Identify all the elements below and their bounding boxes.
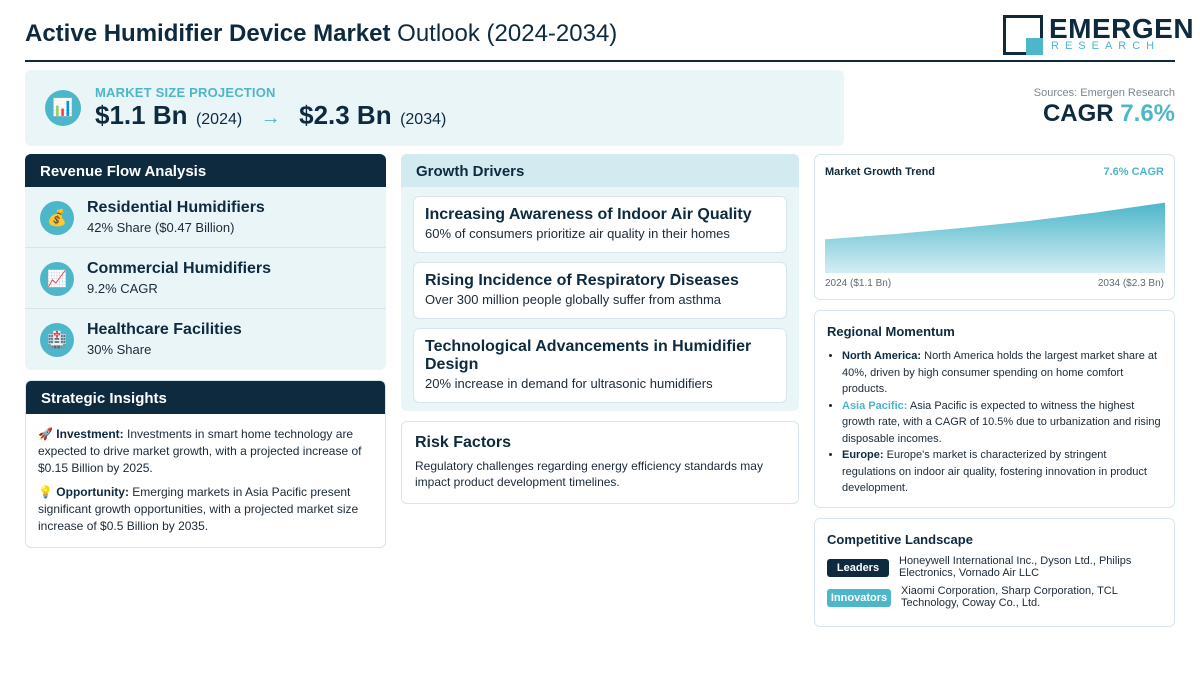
regional-momentum-card: Regional Momentum North America: North A… (814, 310, 1175, 508)
chart-start-label: 2024 ($1.1 Bn) (825, 278, 892, 289)
emergen-logo: EMERGEN RESEARCH (1003, 13, 1194, 56)
driver-sub: 20% increase in demand for ultrasonic hu… (425, 376, 713, 391)
region-text: Asia Pacific is expected to witness the … (842, 399, 1161, 445)
page-title: Active Humidifier Device Market Outlook … (25, 20, 617, 48)
region-list: North America: North America holds the l… (827, 348, 1162, 497)
market-size-panel: 📊 MARKET SIZE PROJECTION $1.1 Bn (2024) … (25, 70, 844, 146)
page-title-rest: Outlook (2024-2034) (397, 20, 618, 47)
insight-text: Emerging markets in Asia Pacific present… (38, 485, 359, 533)
insight-opportunity: 💡 Opportunity: Emerging markets in Asia … (38, 484, 373, 535)
region-item: North America: North America holds the l… (842, 348, 1162, 398)
growth-area-chart (825, 202, 1165, 273)
strategic-insights-body: 🚀 Investment: Investments in smart home … (26, 414, 385, 535)
revenue-item-title: Commercial Humidifiers (87, 260, 272, 277)
insight-investment: 🚀 Investment: Investments in smart home … (38, 426, 373, 477)
driver-sub: Over 300 million people globally suffer … (425, 292, 722, 307)
market-start-value: $1.1 Bn (95, 100, 188, 130)
money-bag-icon: 💰 (40, 201, 74, 235)
bar-chart-icon: 📊 (45, 90, 81, 126)
driver-sub: 60% of consumers prioritize air quality … (425, 226, 730, 241)
insight-text: Investments in smart home technology are… (38, 427, 362, 475)
region-text: North America holds the largest market s… (842, 350, 1158, 395)
strategic-insights-heading: Strategic Insights (26, 381, 385, 414)
innovators-list: Xiaomi Corporation, Sharp Corporation, T… (901, 585, 1118, 609)
revenue-flow-card: Revenue Flow Analysis 💰 Residential Humi… (25, 154, 386, 370)
market-size-label: MARKET SIZE PROJECTION (95, 85, 276, 100)
competitive-landscape-heading: Competitive Landscape (827, 532, 973, 547)
region-name: Asia Pacific: (842, 399, 908, 412)
logo-subtitle: RESEARCH (1051, 40, 1161, 52)
logo-name: EMERGEN (1049, 13, 1195, 44)
revenue-item: 💰 Residential Humidifiers 42% Share ($0.… (25, 187, 386, 248)
page-header: Active Humidifier Device Market Outlook … (25, 10, 1194, 62)
market-size-values: $1.1 Bn (2024) → $2.3 Bn (2034) (95, 100, 446, 131)
region-name: Europe: (842, 449, 884, 461)
region-text: Europe's market is characterized by stri… (842, 449, 1147, 494)
logo-mark-icon (1003, 15, 1043, 55)
arrow-right-icon: → (260, 107, 281, 129)
risk-factors-card: Risk Factors Regulatory challenges regar… (401, 421, 799, 504)
driver-title: Rising Incidence of Respiratory Diseases (425, 272, 739, 289)
revenue-item-sub: 42% Share ($0.47 Billion) (87, 220, 235, 235)
risk-factors-text: Regulatory challenges regarding energy e… (415, 459, 763, 489)
rocket-icon: 🚀 (38, 427, 53, 441)
hospital-icon: 🏥 (40, 323, 74, 357)
chart-annotation: 7.6% CAGR (1103, 166, 1164, 178)
insight-label: Opportunity: (56, 485, 129, 499)
cagr-value: 7.6% (1120, 100, 1175, 127)
strategic-insights-card: Strategic Insights 🚀 Investment: Investm… (25, 380, 386, 548)
market-start-year: (2024) (195, 111, 243, 128)
market-end-value: $2.3 Bn (299, 100, 392, 130)
revenue-item-title: Healthcare Facilities (87, 321, 242, 338)
market-growth-trend-card: Market Growth Trend 7.6% CAGR 2024 ($1.1… (814, 154, 1175, 300)
driver-item: Technological Advancements in Humidifier… (413, 328, 787, 403)
cagr-label: CAGR (1042, 100, 1114, 127)
innovators-badge: Innovators (827, 589, 891, 607)
leaders-list: Honeywell International Inc., Dyson Ltd.… (899, 555, 1132, 579)
revenue-flow-heading: Revenue Flow Analysis (25, 154, 386, 187)
market-end-year: (2034) (400, 111, 447, 128)
leaders-badge: Leaders (827, 559, 889, 577)
region-name: North America: (842, 350, 922, 362)
revenue-item: 🏥 Healthcare Facilities 30% Share (25, 309, 386, 370)
driver-title: Technological Advancements in Humidifier… (425, 338, 752, 373)
chart-area-series (825, 202, 1165, 273)
competitive-landscape-card: Competitive Landscape Leaders Honeywell … (814, 518, 1175, 627)
chart-title: Market Growth Trend (825, 166, 936, 178)
driver-item: Increasing Awareness of Indoor Air Quali… (413, 196, 787, 253)
cagr-summary: CAGR 7.6% (1043, 100, 1175, 128)
region-item: Europe: Europe's market is characterized… (842, 447, 1162, 497)
region-item: Asia Pacific: Asia Pacific is expected t… (842, 398, 1162, 448)
growth-drivers-card: Growth Drivers Increasing Awareness of I… (401, 154, 799, 411)
lightbulb-icon: 💡 (38, 485, 53, 499)
revenue-item: 📈 Commercial Humidifiers 9.2% CAGR (25, 248, 386, 309)
insight-label: Investment: (56, 427, 124, 441)
driver-item: Rising Incidence of Respiratory Diseases… (413, 262, 787, 319)
growth-drivers-heading: Growth Drivers (401, 154, 799, 187)
revenue-item-sub: 9.2% CAGR (87, 281, 158, 296)
page-title-bold: Active Humidifier Device Market (25, 20, 391, 47)
driver-title: Increasing Awareness of Indoor Air Quali… (425, 206, 752, 223)
revenue-item-sub: 30% Share (87, 342, 152, 357)
revenue-item-title: Residential Humidifiers (87, 199, 265, 216)
risk-factors-heading: Risk Factors (415, 434, 512, 451)
regional-momentum-heading: Regional Momentum (827, 324, 955, 339)
chart-end-label: 2034 ($2.3 Bn) (1097, 278, 1164, 289)
trend-chart-icon: 📈 (40, 262, 74, 296)
sources-note: Sources: Emergen Research (1033, 87, 1175, 99)
